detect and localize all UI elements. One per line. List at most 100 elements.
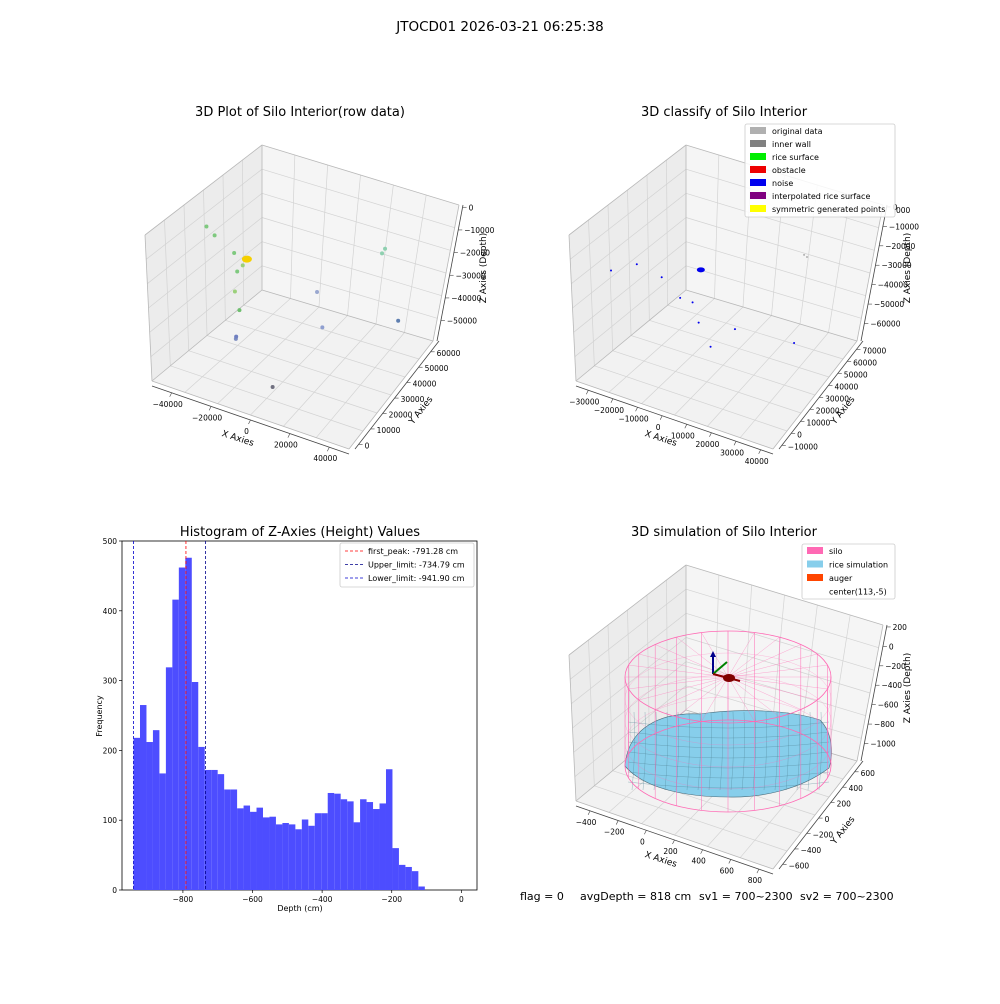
histogram-y-label: Frequency <box>95 695 104 737</box>
panel4-y-tick-label: 600 <box>861 769 876 778</box>
panel1-data-point <box>380 251 385 256</box>
panel2-x-tick-label: −30000 <box>569 397 599 406</box>
panel1-y-tick-label: 40000 <box>413 380 437 389</box>
rice-mesh-line <box>796 711 800 791</box>
histogram-x-tick-label: −400 <box>312 895 333 904</box>
panel4-x-ticks: −400 −200 0 200 400 600 800 <box>576 810 762 885</box>
panel4-x-tick-mark <box>587 810 591 815</box>
panel2-y-tick-label: 10000 <box>806 418 830 427</box>
histogram-bar <box>373 809 380 890</box>
histogram-bar <box>133 737 140 890</box>
histogram-bar <box>178 567 186 890</box>
panel2-x-tick-mark <box>659 415 663 420</box>
silo-roof-line <box>727 632 755 678</box>
panel2-x-tick-label: −20000 <box>594 406 624 415</box>
silo-roof-line <box>676 637 729 678</box>
panel1-data-point <box>204 224 209 229</box>
panel4-y-tick-label: −200 <box>813 831 834 840</box>
panel1-edge <box>261 144 460 206</box>
panel2-noise-point <box>610 269 613 272</box>
histogram-bar <box>191 681 199 890</box>
panel4-x-tick-mark <box>644 830 647 835</box>
histogram-bar <box>360 799 367 890</box>
histogram-y-tick-label: 400 <box>103 607 118 616</box>
histogram-bar <box>165 667 173 890</box>
panel2-floor-pane <box>576 290 857 449</box>
panel1-data-point <box>237 308 242 313</box>
panel1-left-pane <box>145 145 262 381</box>
panel2-legend-label: symmetric generated points <box>772 205 885 214</box>
panel2-legend: original data inner wall rice surface obsta… <box>744 123 896 218</box>
panel-simulation: 3D simulation of Silo Interior −400 −200 0… <box>568 525 913 885</box>
rice-mesh-line <box>697 711 701 791</box>
panel1-x-tick-mark <box>169 392 172 397</box>
histogram-x-tick-label: −200 <box>381 895 402 904</box>
panel2-x-tick-mark <box>684 424 688 429</box>
panel2-y-tick-label: 40000 <box>834 382 858 391</box>
silo-roof-line <box>727 653 818 678</box>
panel1-y-tick-label: 30000 <box>401 395 425 404</box>
status-line: flag = 0 avgDepth = 818 cm sv1 = 700~230… <box>520 890 894 903</box>
panel4-z-ticks: 200 0 −200 −400 −600 −800 −1000 <box>864 623 907 749</box>
panel4-title: 3D simulation of Silo Interior <box>631 525 818 540</box>
panel2-legend-entries: original data inner wall rice surface obsta… <box>750 127 885 214</box>
histogram-reference-lines <box>133 541 207 890</box>
panel2-noise-point <box>679 296 682 299</box>
panel1-y-tick-label: 60000 <box>437 349 461 358</box>
panel4-legend-label: auger <box>829 574 853 583</box>
rice-mesh-line <box>653 711 657 791</box>
panel2-noise-point <box>635 263 638 266</box>
panel2-original-data-point <box>803 253 806 256</box>
status-avg-depth: avgDepth = 818 cm <box>580 890 691 903</box>
panel1-data-point <box>232 289 237 294</box>
silo-roof-line <box>638 676 729 701</box>
panel2-y-tick-label: 60000 <box>853 358 877 367</box>
panel1-y-axis-line <box>354 340 440 450</box>
panel2-y-tick-label: 20000 <box>816 406 840 415</box>
panel4-y-tick-label: 200 <box>837 800 852 809</box>
panel1-z-tick-label: −40000 <box>451 294 481 303</box>
panel4-legend-entries: silo rice simulation auger center(113,-5) <box>807 547 888 597</box>
histogram-x-tick-label: −800 <box>173 895 194 904</box>
rice-mesh-line <box>730 711 734 791</box>
panel1-x-tick-mark <box>327 447 330 452</box>
panel2-x-tick-mark <box>758 449 761 454</box>
panel4-grid-back-z <box>685 588 879 649</box>
histogram-bar <box>262 817 270 890</box>
panel2-grid-floor-y <box>667 304 844 360</box>
histogram-x-ticks: −800 −600 −400 −200 0 <box>173 890 464 904</box>
histogram-bar <box>321 813 328 890</box>
panel2-original-data-point <box>805 255 808 258</box>
histogram-title: Histogram of Z-Axies (Height) Values <box>180 525 420 540</box>
panel4-z-label: Z Axies (Depth) <box>903 653 913 724</box>
panel2-grid-left-z <box>569 168 687 260</box>
panel2-legend-swatch <box>750 205 766 212</box>
silo-roof-line <box>727 644 801 678</box>
figure-title: JTOCD01 2026-03-21 06:25:38 <box>395 19 604 35</box>
histogram-bar <box>347 801 354 890</box>
panel4-x-tick-label: 200 <box>663 847 678 856</box>
panel1-z-ticks: 0 −10000 −20000 −30000 −40000 −50000 <box>440 203 495 326</box>
panel2-title: 3D classify of Silo Interior <box>641 105 808 120</box>
panel1-edge <box>348 340 434 450</box>
histogram-bar <box>418 886 425 890</box>
panel4-legend-label: silo <box>829 547 843 556</box>
histogram-legend-label: Lower_limit: -941.90 cm <box>368 574 465 583</box>
histogram-bar <box>288 824 296 890</box>
panel2-z-tick-label: −30000 <box>881 261 911 270</box>
panel4-z-tick-label: −1000 <box>870 740 896 749</box>
silo-roof-line <box>628 664 729 678</box>
panel2-x-tick-mark <box>610 398 614 403</box>
histogram-legend-label: Upper_limit: -734.79 cm <box>368 561 465 570</box>
panel2-x-tick-label: 0 <box>656 423 661 432</box>
panel2-legend-swatch <box>750 166 766 173</box>
panel1-z-tick-label: −20000 <box>460 249 490 258</box>
histogram-bar <box>211 769 218 890</box>
panel2-z-tick-label: −60000 <box>870 320 900 329</box>
panel1-grid-floor-y <box>243 304 420 360</box>
rice-mesh-line <box>719 711 723 791</box>
panel2-legend-label: rice surface <box>772 153 819 162</box>
rice-mesh-line <box>627 771 830 779</box>
